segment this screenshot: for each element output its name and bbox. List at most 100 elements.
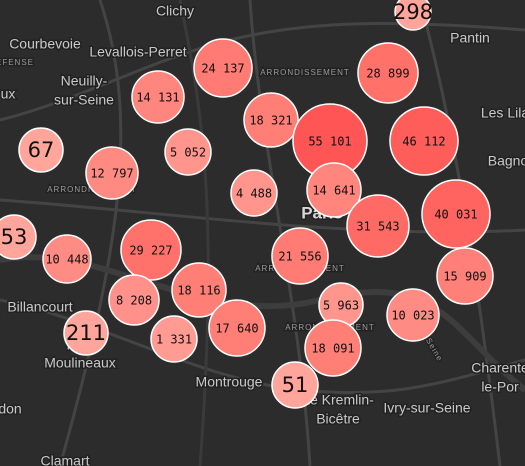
cluster[interactable]: 14 641 — [306, 162, 362, 218]
cluster[interactable]: 298 — [393, 0, 433, 31]
cluster-bubble[interactable] — [18, 127, 64, 173]
cluster-count[interactable]: 40 031 — [434, 208, 477, 222]
cluster[interactable]: 31 543 — [346, 194, 410, 258]
cluster-count[interactable]: 211 — [66, 321, 106, 345]
place-label: sur-Seine — [54, 92, 114, 108]
cluster-bubble[interactable] — [306, 162, 362, 218]
place-label: don — [0, 401, 22, 417]
cluster-count[interactable]: 10 023 — [391, 309, 434, 323]
cluster[interactable]: 53 — [0, 214, 37, 260]
cluster-count[interactable]: 31 543 — [356, 220, 399, 234]
cluster[interactable]: 18 091 — [304, 319, 362, 377]
cluster-count[interactable]: 8 208 — [116, 294, 152, 308]
cluster-bubble[interactable] — [389, 106, 459, 176]
cluster-bubble[interactable] — [394, 0, 432, 31]
place-label: le-Por — [481, 379, 519, 395]
cluster[interactable]: 28 899 — [357, 42, 419, 104]
cluster-count[interactable]: 67 — [28, 138, 55, 162]
cluster-bubble[interactable] — [271, 227, 329, 285]
cluster-bubble[interactable] — [208, 299, 266, 357]
cluster-bubble[interactable] — [150, 315, 198, 363]
cluster[interactable]: 21 556 — [271, 227, 329, 285]
cluster-count[interactable]: 24 137 — [201, 62, 244, 76]
cluster[interactable]: 46 112 — [389, 106, 459, 176]
cluster[interactable]: 211 — [63, 310, 109, 356]
place-label: Clichy — [156, 3, 194, 19]
cluster-bubble[interactable] — [421, 179, 491, 249]
cluster[interactable]: 5 052 — [164, 128, 212, 176]
place-label: Charente — [471, 360, 525, 376]
cluster-bubble[interactable] — [164, 128, 212, 176]
cluster-bubble[interactable] — [243, 92, 299, 148]
cluster-count[interactable]: 298 — [393, 0, 433, 24]
place-label: Moulineaux — [44, 355, 116, 371]
cluster[interactable]: 40 031 — [421, 179, 491, 249]
cluster-count[interactable]: 4 488 — [236, 187, 272, 201]
cluster[interactable]: 10 448 — [42, 234, 92, 284]
cluster-bubble[interactable] — [386, 288, 440, 342]
place-label: Courbevoie — [9, 36, 81, 52]
clusters: 298 24 137 28 899 14 131 18 321 55 101 46 112 6… — [0, 0, 494, 409]
cluster-count[interactable]: 51 — [282, 373, 309, 397]
cluster-bubble[interactable] — [63, 310, 109, 356]
cluster-bubble[interactable] — [304, 319, 362, 377]
cluster-bubble[interactable] — [171, 262, 227, 318]
place-label: ARRONDISSEMENT — [260, 68, 350, 77]
cluster-count[interactable]: 14 641 — [312, 184, 355, 198]
cluster[interactable]: 12 797 — [85, 146, 139, 200]
cluster-bubble[interactable] — [346, 194, 410, 258]
place-label: Pantin — [450, 30, 490, 46]
cluster[interactable]: 8 208 — [108, 274, 160, 326]
cluster-count[interactable]: 17 640 — [215, 322, 258, 336]
cluster[interactable]: 14 131 — [131, 70, 185, 124]
cluster-count[interactable]: 10 448 — [45, 253, 88, 267]
cluster-bubble[interactable] — [85, 146, 139, 200]
cluster-count[interactable]: 28 899 — [366, 67, 409, 81]
cluster[interactable]: 4 488 — [230, 169, 278, 217]
cluster-count[interactable]: 46 112 — [402, 135, 445, 149]
cluster-bubble[interactable] — [120, 219, 182, 281]
place-label: EFENSE — [0, 58, 34, 67]
cluster[interactable]: 15 909 — [436, 247, 494, 305]
cluster-count[interactable]: 5 963 — [323, 299, 359, 313]
place-label: Le Kremlin- — [302, 392, 374, 408]
cluster-bubble[interactable] — [271, 361, 319, 409]
cluster-count[interactable]: 55 101 — [308, 135, 351, 149]
cluster-count[interactable]: 18 091 — [311, 342, 354, 356]
cluster[interactable]: 18 321 — [243, 92, 299, 148]
cluster-count[interactable]: 1 331 — [156, 333, 192, 347]
cluster-bubble[interactable] — [131, 70, 185, 124]
cluster-bubble[interactable] — [42, 234, 92, 284]
cluster[interactable]: 17 640 — [208, 299, 266, 357]
place-label: Clamart — [40, 453, 89, 466]
cluster-count[interactable]: 14 131 — [136, 91, 179, 105]
cluster[interactable]: 18 116 — [171, 262, 227, 318]
cluster-count[interactable]: 18 321 — [249, 114, 292, 128]
place-label: Neuilly- — [61, 73, 108, 89]
cluster-bubble[interactable] — [193, 38, 253, 98]
cluster-bubble[interactable] — [357, 42, 419, 104]
cluster-count[interactable]: 29 227 — [129, 244, 172, 258]
cluster-bubble[interactable] — [0, 214, 37, 260]
cluster-bubble[interactable] — [436, 247, 494, 305]
cluster[interactable]: 67 — [18, 127, 64, 173]
cluster[interactable]: 51 — [271, 361, 319, 409]
cluster-count[interactable]: 18 116 — [177, 284, 220, 298]
cluster-bubble[interactable] — [230, 169, 278, 217]
cluster[interactable]: 24 137 — [193, 38, 253, 98]
place-label: Bicêtre — [316, 411, 360, 427]
cluster-bubble[interactable] — [108, 274, 160, 326]
cluster-count[interactable]: 12 797 — [90, 167, 133, 181]
cluster-count[interactable]: 21 556 — [278, 250, 321, 264]
cluster-count[interactable]: 5 052 — [170, 146, 206, 160]
cluster[interactable]: 10 023 — [386, 288, 440, 342]
place-label: Montrouge — [196, 374, 263, 390]
place-label: ux — [1, 86, 16, 102]
cluster[interactable]: 1 331 — [150, 315, 198, 363]
cluster-count[interactable]: 53 — [1, 225, 28, 249]
cluster-count[interactable]: 15 909 — [443, 270, 486, 284]
cluster[interactable]: 29 227 — [120, 219, 182, 281]
place-label: Les Lila — [481, 105, 525, 121]
